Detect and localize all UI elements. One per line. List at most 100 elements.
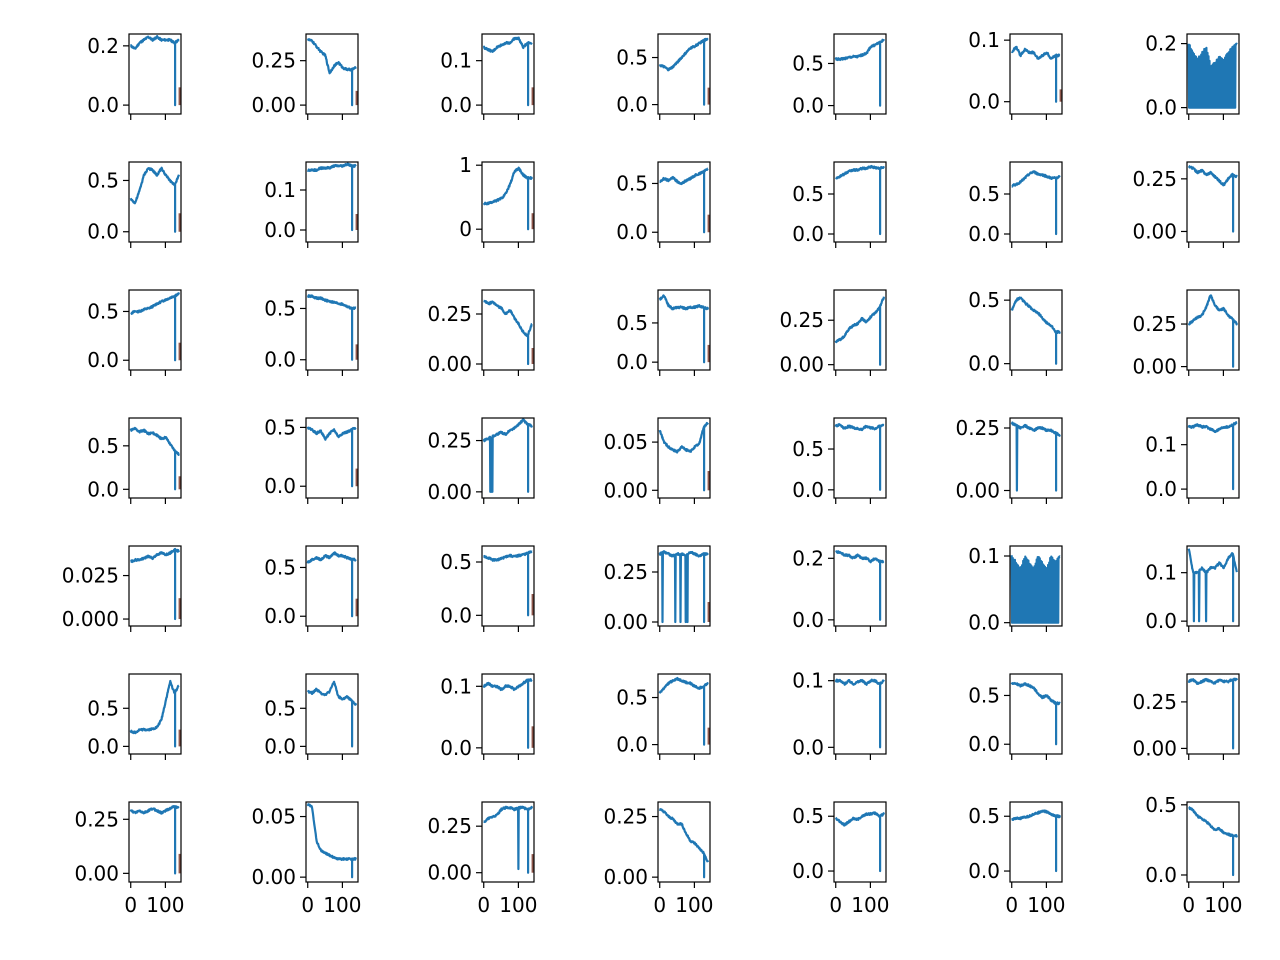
y-tick-label: 0.05: [603, 430, 648, 454]
y-tick-label: 0.5: [440, 550, 472, 574]
y-tick-label: 0.00: [1132, 736, 1177, 760]
y-tick-label: 1: [459, 153, 472, 177]
subplot-6-2: 0.0 0.5: [264, 674, 358, 760]
y-tick-label: 0.0: [264, 348, 296, 372]
series-line: [308, 427, 356, 486]
subplot-3-1: 0.00.5: [87, 290, 181, 376]
series-line: [131, 428, 179, 489]
subplot-3-7: 0.000.25: [1132, 290, 1239, 379]
axes-frame: [658, 34, 710, 114]
y-tick-label: 0.00: [74, 861, 119, 885]
y-tick-label: 0.0: [616, 220, 648, 244]
y-tick-label: 0.0: [1145, 609, 1177, 633]
y-tick-label: 0.0: [616, 733, 648, 757]
y-tick-label: 0.5: [968, 683, 1000, 707]
y-tick-label: 0.0: [264, 218, 296, 242]
subplot-5-1: 0.000 0.025: [62, 546, 182, 632]
subplot-2-6: 0.0 0.5: [968, 162, 1062, 248]
subplot-5-3: 0.0 0.5: [440, 546, 534, 632]
y-tick-label: 0.0: [1145, 96, 1177, 120]
y-tick-label: 0.00: [251, 865, 296, 889]
subplot-2-1: 0.00.5: [87, 162, 181, 248]
series-line: [131, 293, 179, 360]
y-tick-label: 0.5: [792, 804, 824, 828]
series-line: [131, 681, 179, 746]
series-line: [484, 551, 532, 615]
y-tick-label: 0.0: [440, 603, 472, 627]
series-line: [836, 297, 884, 365]
series-line: [1189, 807, 1237, 875]
y-tick-label: 0.5: [616, 46, 648, 70]
y-tick-label: 0.5: [1145, 793, 1177, 817]
series-line: [1012, 171, 1060, 234]
series-line: [836, 424, 884, 490]
x-tick-label: 0: [301, 893, 314, 917]
y-tick-label: 0.5: [792, 182, 824, 206]
subplot-2-5: 0.0 0.5: [792, 162, 886, 248]
subplot-5-4: 0.000.25: [603, 546, 710, 634]
axes-frame: [1010, 34, 1062, 114]
series-line: [131, 168, 179, 232]
series-line: [1189, 295, 1237, 366]
x-tick-label: 100: [1204, 893, 1242, 917]
subplot-7-6: 0.00.50 100: [968, 802, 1065, 917]
series-line: [660, 39, 708, 105]
y-tick-label: 0.25: [955, 416, 1000, 440]
series-line: [131, 36, 179, 105]
subplot-1-5: 0.00.5: [792, 34, 886, 120]
series-line: [308, 39, 356, 105]
y-tick-label: 0.0: [968, 222, 1000, 246]
axes-frame: [129, 290, 181, 370]
y-tick-label: 0.5: [264, 555, 296, 579]
y-tick-label: 0.0: [968, 859, 1000, 883]
series-line: [308, 804, 356, 877]
series-line: [660, 423, 708, 491]
series-line: [131, 806, 179, 873]
y-tick-label: 0.0: [792, 608, 824, 632]
y-tick-label: 0.2: [87, 34, 119, 58]
x-tick-label: 100: [323, 893, 361, 917]
y-tick-label: 0.0: [792, 222, 824, 246]
y-tick-label: 0.00: [603, 610, 648, 634]
y-tick-label: 0.1: [440, 49, 472, 73]
series-line: [836, 551, 884, 620]
y-tick-label: 0.25: [1132, 167, 1177, 191]
subplot-2-2: 0.0 0.1: [264, 162, 358, 248]
series-line: [308, 552, 356, 616]
x-tick-label: 0: [653, 893, 666, 917]
series-line: [484, 679, 532, 748]
subplot-6-3: 0.00.1: [440, 674, 534, 760]
series-line: [1012, 298, 1060, 364]
subplot-3-3: 0.00 0.25: [427, 290, 534, 376]
y-tick-label: 0.0: [1145, 863, 1177, 887]
y-tick-label: 0.0: [968, 611, 1000, 635]
y-tick-label: 0.25: [427, 814, 472, 838]
series-line: [1189, 679, 1237, 749]
subplot-6-4: 0.00.5: [616, 674, 710, 760]
series-line: [308, 164, 356, 230]
y-tick-label: 0.00: [779, 353, 824, 377]
y-tick-label: 0.2: [792, 546, 824, 570]
axes-frame: [482, 802, 534, 882]
y-tick-label: 0.1: [1145, 561, 1177, 585]
series-line: [308, 295, 356, 360]
y-tick-label: 0.05: [251, 805, 296, 829]
y-tick-label: 0.25: [1132, 690, 1177, 714]
x-tick-label: 100: [851, 893, 889, 917]
series-line: [1012, 811, 1060, 872]
y-tick-label: 0.00: [251, 93, 296, 117]
y-tick-label: 0.25: [1132, 312, 1177, 336]
y-tick-label: 0.0: [264, 734, 296, 758]
subplot-1-1: 0.0 0.2: [87, 34, 181, 120]
y-tick-label: 0.5: [264, 415, 296, 439]
y-tick-label: 0.5: [87, 299, 119, 323]
subplot-5-6: 0.00.1: [968, 544, 1062, 635]
series-line: [660, 295, 708, 362]
y-tick-label: 0.5: [792, 51, 824, 75]
series-line: [660, 809, 708, 877]
y-tick-label: 0.0: [440, 736, 472, 760]
y-tick-label: 0.00: [427, 480, 472, 504]
axes-frame: [834, 674, 886, 754]
subplot-7-7: 0.0 0.5 0 100: [1145, 793, 1242, 917]
